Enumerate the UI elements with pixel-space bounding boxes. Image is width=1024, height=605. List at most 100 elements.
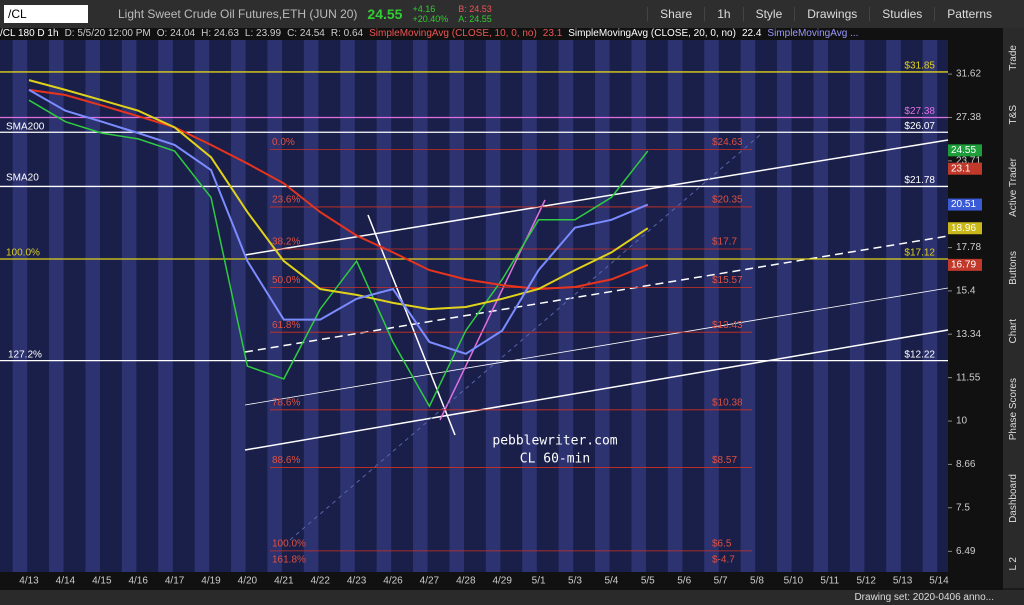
status: Drawing set: 2020-0406 anno... xyxy=(854,592,994,603)
x-tick-label: 4/26 xyxy=(383,576,403,587)
session-stripe xyxy=(522,40,537,572)
x-tick-label: 4/15 xyxy=(92,576,112,587)
x-tick-label: 5/10 xyxy=(784,576,804,587)
fib-ratio: 61.8% xyxy=(272,320,300,331)
fib-value: $6.5 xyxy=(712,539,732,550)
y-tick-label: 31.62 xyxy=(956,69,981,80)
session-stripe xyxy=(85,40,100,572)
toolbar-button[interactable]: Patterns xyxy=(934,7,1004,21)
x-tick-label: 4/16 xyxy=(128,576,148,587)
x-tick-label: 5/6 xyxy=(677,576,691,587)
info-item: L: 23.99 xyxy=(244,28,282,39)
session-stripe xyxy=(704,40,719,572)
buttons: Share 1h Style Drawings Studies Patterns xyxy=(647,7,1004,21)
fib-value: $24.63 xyxy=(712,137,743,148)
info-item: H: 24.63 xyxy=(201,28,239,39)
session-stripe xyxy=(595,40,610,572)
y-tick-label: 23.71 xyxy=(956,156,981,167)
x-tick-label: 5/5 xyxy=(641,576,655,587)
y-tick-label: 15.4 xyxy=(956,286,976,297)
study-label: SimpleMovingAvg (CLOSE, 20, 0, no) xyxy=(568,28,736,39)
fib-ratio: 161.8% xyxy=(272,555,306,566)
ask: A: 24.55 xyxy=(458,14,492,24)
side-tab[interactable]: Active Trader xyxy=(1008,158,1019,218)
session-stripe xyxy=(194,40,210,572)
toolbar-button[interactable]: Share xyxy=(647,7,704,21)
price-tag-label: 20.51 xyxy=(951,199,976,210)
description: Light Sweet Crude Oil Futures,ETH (JUN 2… xyxy=(118,7,358,21)
fib-ratio: 100.0% xyxy=(272,539,306,550)
x-tick-label: 5/1 xyxy=(532,576,546,587)
side-tab[interactable]: L 2 xyxy=(1008,557,1019,571)
price-axis-bg xyxy=(948,40,1003,590)
x-tick-label: 4/22 xyxy=(310,576,330,587)
side-tab[interactable]: Trade xyxy=(1008,45,1019,71)
toolbar-button[interactable]: Drawings xyxy=(794,7,869,21)
info-item: D: 5/5/20 12:00 PM xyxy=(64,28,151,39)
price-tag xyxy=(948,222,982,235)
toolbar-button[interactable]: Style xyxy=(742,7,795,21)
price-tag-label: 23.1 xyxy=(951,163,971,174)
session-stripe xyxy=(12,40,28,572)
last: 24.55 xyxy=(367,6,403,22)
side-tab[interactable]: T&S xyxy=(1008,104,1019,125)
fib-value: $10.38 xyxy=(712,397,743,408)
y-tick-label: 8.66 xyxy=(956,459,976,470)
info-item: C: 24.54 xyxy=(287,28,325,39)
y-tick-label: 7.5 xyxy=(956,502,970,513)
info-item: O: 24.04 xyxy=(156,28,196,39)
fib-ratio: 38.2% xyxy=(272,237,300,248)
watermark: pebblewriter.com xyxy=(492,434,617,449)
y-tick-label: 6.49 xyxy=(956,546,976,557)
level-label: $21.78 xyxy=(904,175,935,186)
moving-average xyxy=(28,89,649,355)
x-tick-label: 5/14 xyxy=(929,576,949,587)
chart: pebblewriter.com CL 60-min SMA200 SMA20 … xyxy=(0,40,1003,590)
session-stripe xyxy=(303,40,319,572)
toolbar-button[interactable]: 1h xyxy=(704,7,742,21)
study-value: 22.4 xyxy=(741,28,762,39)
x-tick-label: 4/23 xyxy=(347,576,367,587)
session-stripe xyxy=(49,40,64,572)
x-tick-label: 5/3 xyxy=(568,576,582,587)
price-line xyxy=(28,99,649,408)
session-stripe xyxy=(813,40,828,572)
study-value: 23.1 xyxy=(542,28,563,39)
toolbar-button[interactable]: Studies xyxy=(869,7,934,21)
price-tag-label: 16.79 xyxy=(951,260,976,271)
side-tab[interactable]: Phase Scores xyxy=(1008,378,1019,441)
side-tab[interactable]: Buttons xyxy=(1008,251,1019,286)
level-label: $27.38 xyxy=(904,106,935,117)
fib-ratio: 23.6% xyxy=(272,195,300,206)
x-tick-label: 5/11 xyxy=(820,576,839,587)
session-stripe xyxy=(849,40,865,572)
moving-average xyxy=(28,88,649,291)
change-pct: +20.40% xyxy=(412,14,449,24)
change-box: +4.16 +20.40% xyxy=(412,4,448,24)
annotation: 100.0% xyxy=(6,248,40,259)
session-stripe xyxy=(558,40,574,572)
session-stripe xyxy=(631,40,646,572)
y-tick-label: 13.34 xyxy=(956,329,981,340)
level-label: $12.22 xyxy=(904,349,935,360)
price-tag-label: 24.55 xyxy=(951,145,976,156)
quote-box: B: 24.53 A: 24.55 xyxy=(458,4,492,24)
fib-value: $20.35 xyxy=(712,195,743,206)
x-tick-label: 4/20 xyxy=(238,576,258,587)
status-bar: Drawing set: 2020-0406 anno... xyxy=(0,590,1024,605)
fib-value: $15.57 xyxy=(712,275,743,286)
level-label: $26.07 xyxy=(904,121,935,132)
fib-value: $-4.7 xyxy=(712,555,735,566)
side-tab[interactable]: Chart xyxy=(1008,319,1019,344)
symbol-input[interactable]: /CL xyxy=(4,5,88,23)
watermark: CL 60-min xyxy=(520,452,590,467)
fib-value: $17.7 xyxy=(712,237,737,248)
annotation: SMA200 xyxy=(6,122,45,133)
session-stripe xyxy=(158,40,173,572)
x-tick-label: 4/17 xyxy=(165,576,185,587)
x-tick-label: 4/27 xyxy=(420,576,440,587)
date-axis-bg xyxy=(0,572,948,590)
y-tick-label: 11.55 xyxy=(956,372,981,383)
side-tab[interactable]: Dashboard xyxy=(1008,474,1019,524)
